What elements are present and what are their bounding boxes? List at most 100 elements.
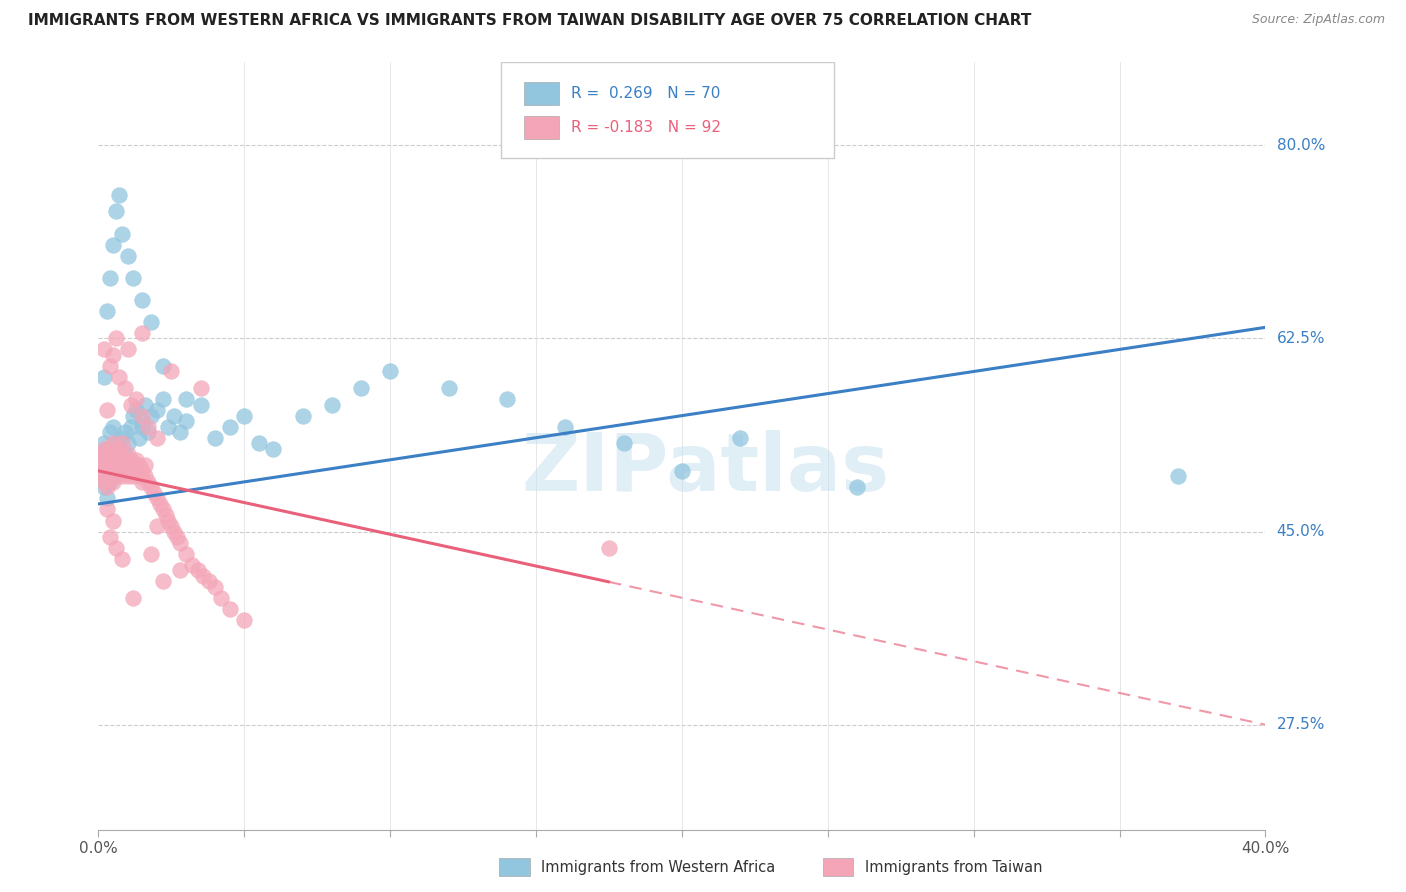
Point bbox=[98, 464, 121, 478]
Point bbox=[149, 497, 172, 511]
Point bbox=[90, 447, 112, 461]
Point bbox=[142, 486, 165, 500]
Point bbox=[166, 530, 188, 544]
Point bbox=[169, 425, 191, 440]
Point bbox=[233, 613, 256, 627]
Point bbox=[117, 249, 139, 263]
Point bbox=[190, 381, 212, 395]
Point bbox=[117, 458, 139, 473]
Point bbox=[120, 464, 142, 478]
Point bbox=[93, 452, 115, 467]
Point bbox=[198, 574, 221, 589]
Point bbox=[93, 370, 115, 384]
Point bbox=[101, 514, 124, 528]
Point bbox=[187, 563, 209, 577]
Point bbox=[96, 442, 118, 456]
Point bbox=[136, 425, 159, 440]
Point bbox=[218, 419, 240, 434]
Point bbox=[111, 552, 134, 566]
Point bbox=[117, 436, 139, 450]
Text: Immigrants from Western Africa: Immigrants from Western Africa bbox=[541, 860, 776, 874]
Point bbox=[125, 392, 148, 406]
Point bbox=[98, 359, 121, 373]
Point bbox=[122, 458, 145, 473]
Point bbox=[96, 469, 118, 483]
Text: R = -0.183   N = 92: R = -0.183 N = 92 bbox=[571, 120, 721, 136]
Point bbox=[96, 491, 118, 506]
Point bbox=[157, 514, 180, 528]
Point bbox=[93, 475, 115, 489]
Point bbox=[98, 452, 121, 467]
Point bbox=[104, 458, 127, 473]
Point bbox=[139, 315, 162, 329]
Point bbox=[152, 574, 174, 589]
Point bbox=[96, 480, 118, 494]
Text: 45.0%: 45.0% bbox=[1277, 524, 1324, 539]
Point bbox=[111, 452, 134, 467]
Point bbox=[96, 403, 118, 417]
Point bbox=[114, 447, 136, 461]
Text: 27.5%: 27.5% bbox=[1277, 717, 1324, 732]
Point bbox=[101, 436, 124, 450]
Point bbox=[122, 270, 145, 285]
Point bbox=[111, 469, 134, 483]
Point bbox=[98, 452, 121, 467]
Point bbox=[146, 431, 169, 445]
Point bbox=[90, 447, 112, 461]
Point bbox=[104, 331, 127, 345]
Point bbox=[131, 464, 153, 478]
Point bbox=[437, 381, 460, 395]
Point bbox=[131, 409, 153, 423]
Point bbox=[117, 447, 139, 461]
Text: Source: ZipAtlas.com: Source: ZipAtlas.com bbox=[1251, 13, 1385, 27]
Point bbox=[122, 469, 145, 483]
Point bbox=[114, 381, 136, 395]
Point bbox=[104, 469, 127, 483]
Point bbox=[117, 469, 139, 483]
Point bbox=[262, 442, 284, 456]
Point bbox=[108, 187, 131, 202]
Point bbox=[380, 364, 402, 378]
Point bbox=[291, 409, 314, 423]
Point bbox=[117, 343, 139, 357]
Point bbox=[131, 326, 153, 340]
Point bbox=[90, 469, 112, 483]
Point bbox=[101, 419, 124, 434]
Point bbox=[93, 442, 115, 456]
Point bbox=[131, 419, 153, 434]
Point bbox=[128, 431, 150, 445]
Point bbox=[146, 491, 169, 506]
Point bbox=[108, 452, 131, 467]
Point bbox=[122, 591, 145, 605]
Point bbox=[93, 436, 115, 450]
Point bbox=[114, 452, 136, 467]
Point bbox=[120, 452, 142, 467]
Point bbox=[96, 464, 118, 478]
Point bbox=[114, 464, 136, 478]
Point bbox=[96, 447, 118, 461]
Point bbox=[90, 469, 112, 483]
Point bbox=[350, 381, 373, 395]
Point bbox=[125, 464, 148, 478]
Point bbox=[131, 293, 153, 307]
Point bbox=[98, 442, 121, 456]
Point bbox=[134, 469, 156, 483]
Point bbox=[122, 409, 145, 423]
Point bbox=[101, 452, 124, 467]
Bar bbox=[524, 81, 560, 104]
Point bbox=[174, 547, 197, 561]
Point bbox=[101, 464, 124, 478]
Point bbox=[111, 431, 134, 445]
Point bbox=[134, 458, 156, 473]
Point bbox=[218, 602, 240, 616]
Point bbox=[204, 431, 226, 445]
Point bbox=[139, 409, 162, 423]
Point bbox=[496, 392, 519, 406]
Point bbox=[104, 204, 127, 219]
Point bbox=[128, 458, 150, 473]
Point bbox=[152, 502, 174, 516]
Text: 62.5%: 62.5% bbox=[1277, 331, 1324, 346]
Point bbox=[104, 436, 127, 450]
Point bbox=[117, 458, 139, 473]
Point bbox=[108, 442, 131, 456]
